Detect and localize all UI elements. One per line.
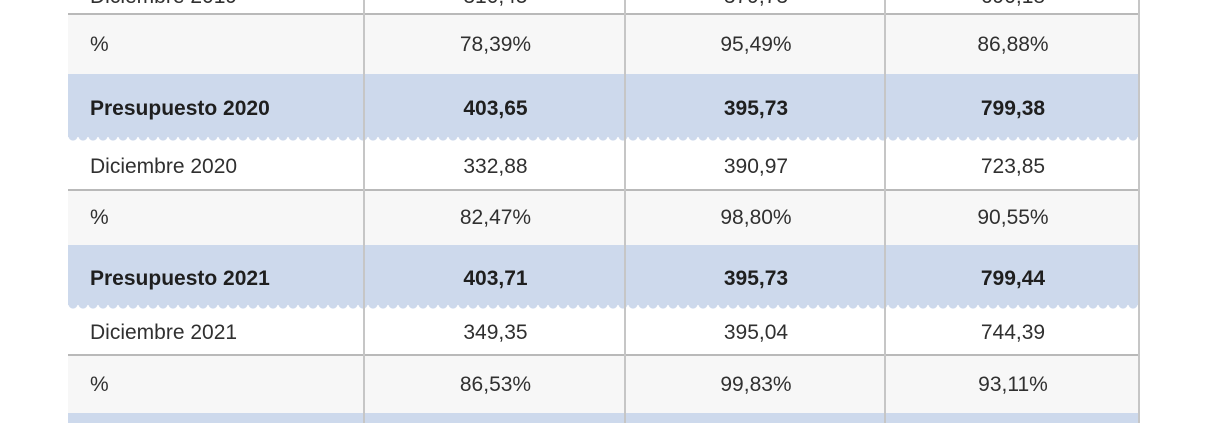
row-label: % (90, 206, 109, 229)
value-cell: 93,11% (978, 372, 1048, 396)
row-label: Presupuesto 2021 (90, 266, 270, 290)
value-cell: 799,44 (980, 266, 1046, 290)
value-cell: 95,49% (720, 32, 792, 56)
column-divider (363, 0, 365, 423)
row-label: Diciembre 2021 (90, 321, 238, 344)
value-cell: 90,55% (977, 206, 1049, 229)
value-cell: 98,80% (720, 206, 792, 229)
column-divider (884, 0, 886, 423)
row-label: % (90, 372, 109, 396)
table-row-presupuesto-2020: Presupuesto 2020 403,65 395,73 799,38 (68, 74, 1140, 144)
row-label: Presupuesto 2020 (90, 97, 270, 120)
table-right-border (1138, 0, 1140, 423)
value-cell: 310,45 (365, 0, 626, 9)
row-label: Diciembre 2020 (90, 154, 238, 178)
table-row-diciembre-2019: Diciembre 2019 310,45 379,73 690,18 (68, 0, 1140, 13)
budget-execution-table: Diciembre 2019 310,45 379,73 690,18 % 78… (68, 0, 1140, 423)
value-cell: 690,18 (886, 0, 1140, 9)
value-cell: 395,73 (723, 97, 789, 120)
value-cell: 82,47% (459, 206, 532, 229)
value-cell: 403,71 (463, 266, 528, 290)
table-row-percent-2021: % 86,53% 99,83% 93,11% (68, 354, 1140, 413)
value-cell: 99,83% (720, 372, 792, 396)
row-label: % (90, 32, 109, 56)
value-cell: 78,39% (459, 32, 532, 56)
value-cell: 86,88% (977, 32, 1049, 56)
column-divider (624, 0, 626, 423)
table-row-diciembre-2020: Diciembre 2020 332,88 390,97 723,85 (68, 144, 1140, 189)
value-cell: 332,88 (463, 154, 528, 178)
table-row-presupuesto-2021: Presupuesto 2021 403,71 395,73 799,44 (68, 245, 1140, 312)
value-cell: 86,53% (459, 372, 532, 396)
table-row-diciembre-2021: Diciembre 2021 349,35 395,04 744,39 (68, 312, 1140, 354)
table-row-percent-2020: % 82,47% 98,80% 90,55% (68, 189, 1140, 245)
value-cell: 403,65 (463, 97, 528, 120)
row-label: Diciembre 2019 (68, 0, 365, 9)
value-cell: 390,97 (723, 154, 789, 178)
table-row-budget-partial-bottom (68, 413, 1140, 423)
value-cell: 395,73 (723, 266, 789, 290)
value-cell: 744,39 (980, 321, 1046, 344)
table-row-percent-2019: % 78,39% 95,49% 86,88% (68, 13, 1140, 74)
value-cell: 349,35 (463, 321, 528, 344)
value-cell: 379,73 (626, 0, 886, 9)
value-cell: 723,85 (980, 154, 1046, 178)
value-cell: 799,38 (980, 97, 1046, 120)
value-cell: 395,04 (723, 321, 789, 344)
